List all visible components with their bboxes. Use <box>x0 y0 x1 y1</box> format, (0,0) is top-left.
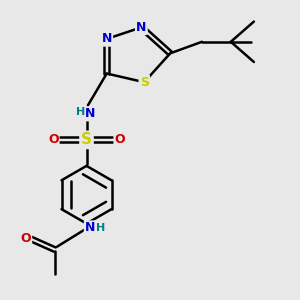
Text: H: H <box>96 223 105 233</box>
Text: O: O <box>48 134 58 146</box>
Text: N: N <box>136 21 146 34</box>
Text: N: N <box>85 221 95 234</box>
Text: H: H <box>76 107 85 118</box>
Text: N: N <box>85 107 95 120</box>
Text: S: S <box>81 132 92 147</box>
Text: N: N <box>101 32 112 45</box>
Text: O: O <box>114 134 125 146</box>
Text: S: S <box>140 76 149 89</box>
Text: O: O <box>21 232 31 244</box>
